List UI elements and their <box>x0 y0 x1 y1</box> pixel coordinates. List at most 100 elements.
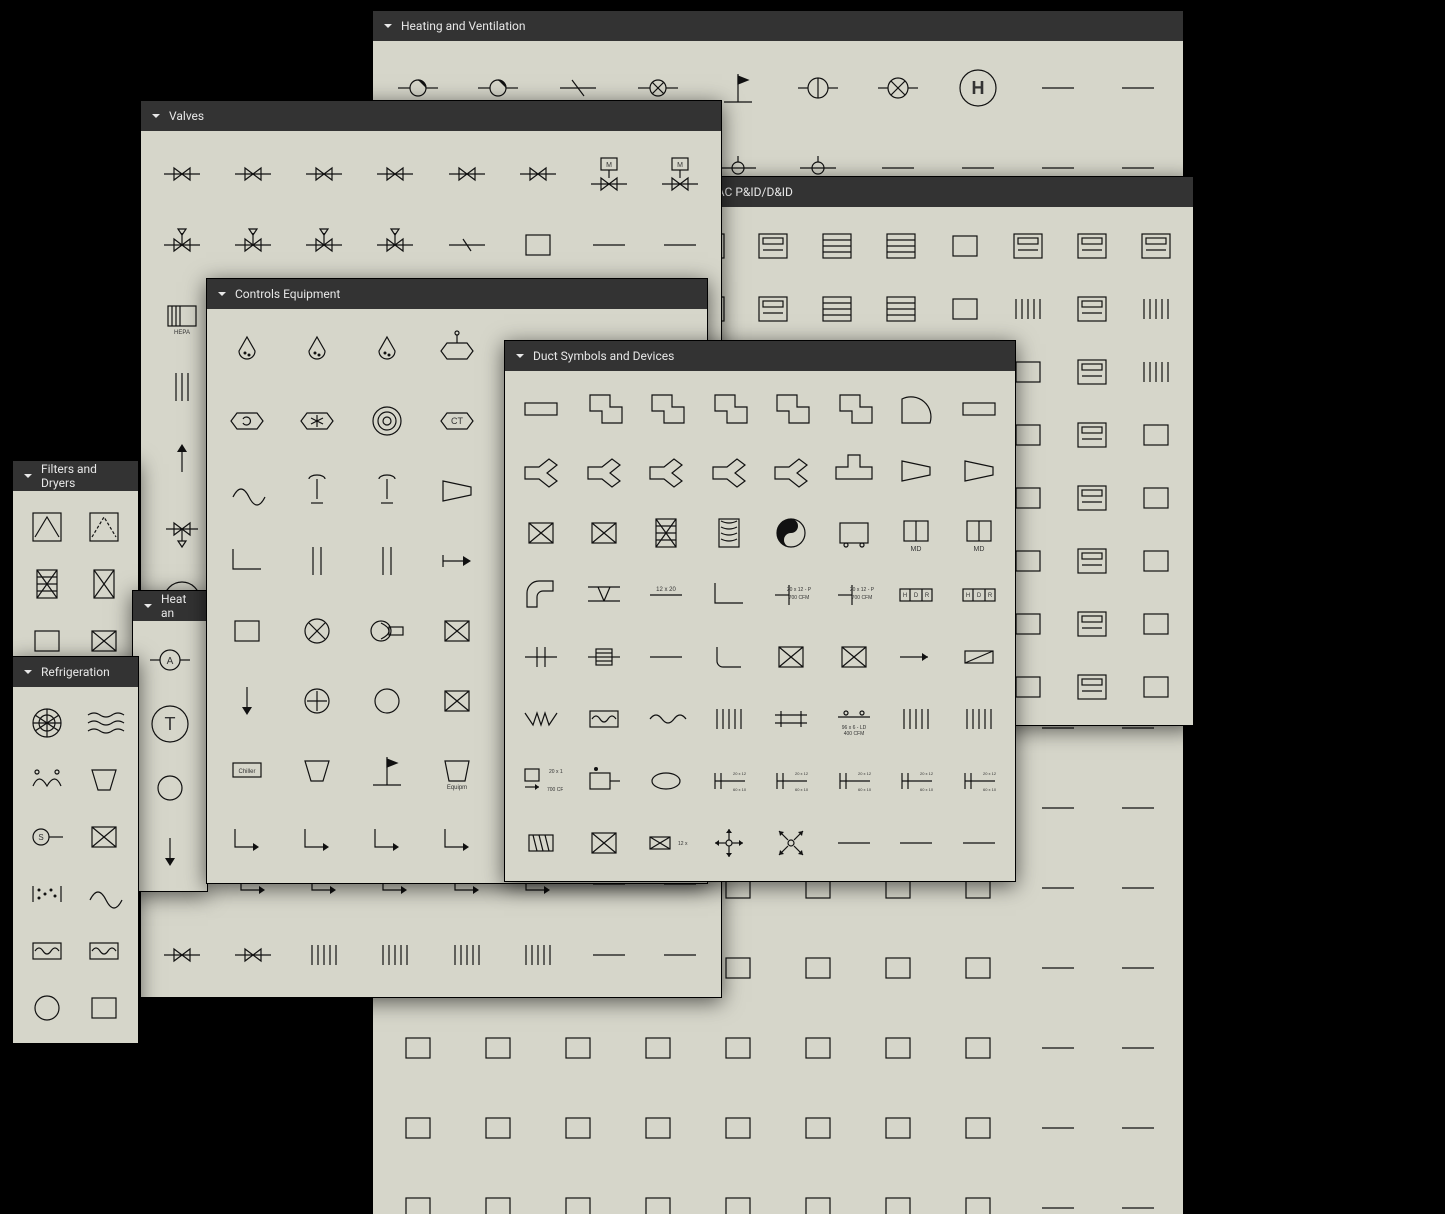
shape-item[interactable] <box>576 567 632 623</box>
shape-item[interactable] <box>941 1011 1015 1085</box>
shape-item[interactable] <box>701 443 757 499</box>
shape-item[interactable] <box>888 629 944 685</box>
shape-item[interactable] <box>1101 1011 1175 1085</box>
shape-item[interactable] <box>381 1171 455 1214</box>
shape-item[interactable]: A <box>141 631 199 689</box>
shape-item[interactable] <box>1101 771 1175 845</box>
shape-item[interactable] <box>701 1171 775 1214</box>
shape-item[interactable] <box>513 505 569 561</box>
shape-item[interactable] <box>1021 1011 1095 1085</box>
shape-item[interactable] <box>79 754 130 805</box>
shape-item[interactable] <box>936 280 993 337</box>
shape-item[interactable] <box>434 141 499 206</box>
shape-item[interactable] <box>648 922 713 987</box>
shape-item[interactable] <box>79 697 130 748</box>
shape-item[interactable] <box>951 815 1007 871</box>
shape-item[interactable] <box>872 280 929 337</box>
shape-item[interactable] <box>951 691 1007 747</box>
shape-item[interactable]: CT <box>425 389 489 453</box>
shape-item[interactable] <box>577 212 642 277</box>
shape-item[interactable] <box>872 217 929 274</box>
shape-item[interactable] <box>79 558 130 609</box>
shape-item[interactable] <box>936 217 993 274</box>
shape-item[interactable] <box>285 809 349 873</box>
shape-item[interactable] <box>577 922 642 987</box>
panel-header-valves[interactable]: Valves <box>141 101 721 131</box>
shape-item[interactable] <box>513 691 569 747</box>
shape-item[interactable] <box>149 141 214 206</box>
shape-item[interactable] <box>79 811 130 862</box>
shape-item[interactable] <box>1127 406 1184 463</box>
shape-item[interactable] <box>951 629 1007 685</box>
shape-item[interactable] <box>826 381 882 437</box>
shape-item[interactable] <box>21 868 72 919</box>
shape-item[interactable] <box>1064 343 1121 400</box>
shape-item[interactable] <box>149 922 214 987</box>
shape-item[interactable] <box>888 443 944 499</box>
shape-item[interactable]: H <box>941 51 1015 125</box>
shape-item[interactable] <box>576 505 632 561</box>
shape-item[interactable] <box>292 141 357 206</box>
shape-item[interactable]: 20 x 1260 x 10 <box>951 753 1007 809</box>
shape-item[interactable] <box>355 669 419 733</box>
shape-item[interactable] <box>79 982 130 1033</box>
panel-header-heat[interactable]: Heat an <box>133 591 207 621</box>
shape-item[interactable] <box>220 212 285 277</box>
shape-item[interactable] <box>1021 1091 1095 1165</box>
shape-item[interactable] <box>1127 280 1184 337</box>
shape-item[interactable] <box>763 691 819 747</box>
shape-item[interactable] <box>220 922 285 987</box>
shape-item[interactable] <box>621 1171 695 1214</box>
shape-item[interactable] <box>1021 851 1095 925</box>
shape-item[interactable] <box>941 1091 1015 1165</box>
shape-item[interactable] <box>745 280 802 337</box>
shape-item[interactable]: 12 x 20 <box>638 567 694 623</box>
shape-item[interactable] <box>826 629 882 685</box>
shape-item[interactable]: MD <box>951 505 1007 561</box>
shape-item[interactable] <box>1021 771 1095 845</box>
shape-item[interactable] <box>941 1171 1015 1214</box>
shape-item[interactable] <box>763 443 819 499</box>
shape-item[interactable] <box>1127 469 1184 526</box>
shape-item[interactable] <box>541 1091 615 1165</box>
shape-item[interactable] <box>363 141 428 206</box>
shape-item[interactable]: 20 x 12 - L700 CFM <box>513 753 569 809</box>
shape-item[interactable] <box>1064 595 1121 652</box>
shape-item[interactable] <box>1064 658 1121 715</box>
shape-item[interactable] <box>513 567 569 623</box>
shape-item[interactable]: HEPA <box>149 283 214 348</box>
shape-item[interactable] <box>541 1171 615 1214</box>
shape-item[interactable]: 20 x 12 - P700 CFM <box>763 567 819 623</box>
shape-item[interactable] <box>888 691 944 747</box>
shape-item[interactable] <box>363 212 428 277</box>
shape-item[interactable] <box>292 922 357 987</box>
shape-item[interactable] <box>285 669 349 733</box>
shape-item[interactable] <box>809 280 866 337</box>
shape-item[interactable] <box>701 629 757 685</box>
shape-item[interactable] <box>1064 532 1121 589</box>
shape-item[interactable] <box>701 815 757 871</box>
shape-item[interactable] <box>285 599 349 663</box>
shape-item[interactable] <box>1127 658 1184 715</box>
shape-item[interactable] <box>1127 532 1184 589</box>
shape-item[interactable] <box>701 381 757 437</box>
shape-item[interactable]: 20 x 1260 x 10 <box>888 753 944 809</box>
shape-item[interactable] <box>292 212 357 277</box>
shape-item[interactable] <box>285 319 349 383</box>
shape-item[interactable] <box>513 815 569 871</box>
shape-item[interactable]: M <box>577 141 642 206</box>
shape-item[interactable] <box>461 1091 535 1165</box>
shape-item[interactable]: Equipm <box>425 739 489 803</box>
shape-item[interactable] <box>638 443 694 499</box>
shape-item[interactable] <box>763 815 819 871</box>
shape-item[interactable] <box>215 319 279 383</box>
shape-item[interactable] <box>888 815 944 871</box>
shape-item[interactable] <box>861 931 935 1005</box>
shape-item[interactable] <box>363 922 428 987</box>
shape-item[interactable] <box>149 212 214 277</box>
shape-item[interactable] <box>355 319 419 383</box>
shape-item[interactable] <box>1101 1091 1175 1165</box>
shape-item[interactable] <box>215 389 279 453</box>
shape-item[interactable]: S <box>21 811 72 862</box>
shape-item[interactable] <box>285 739 349 803</box>
